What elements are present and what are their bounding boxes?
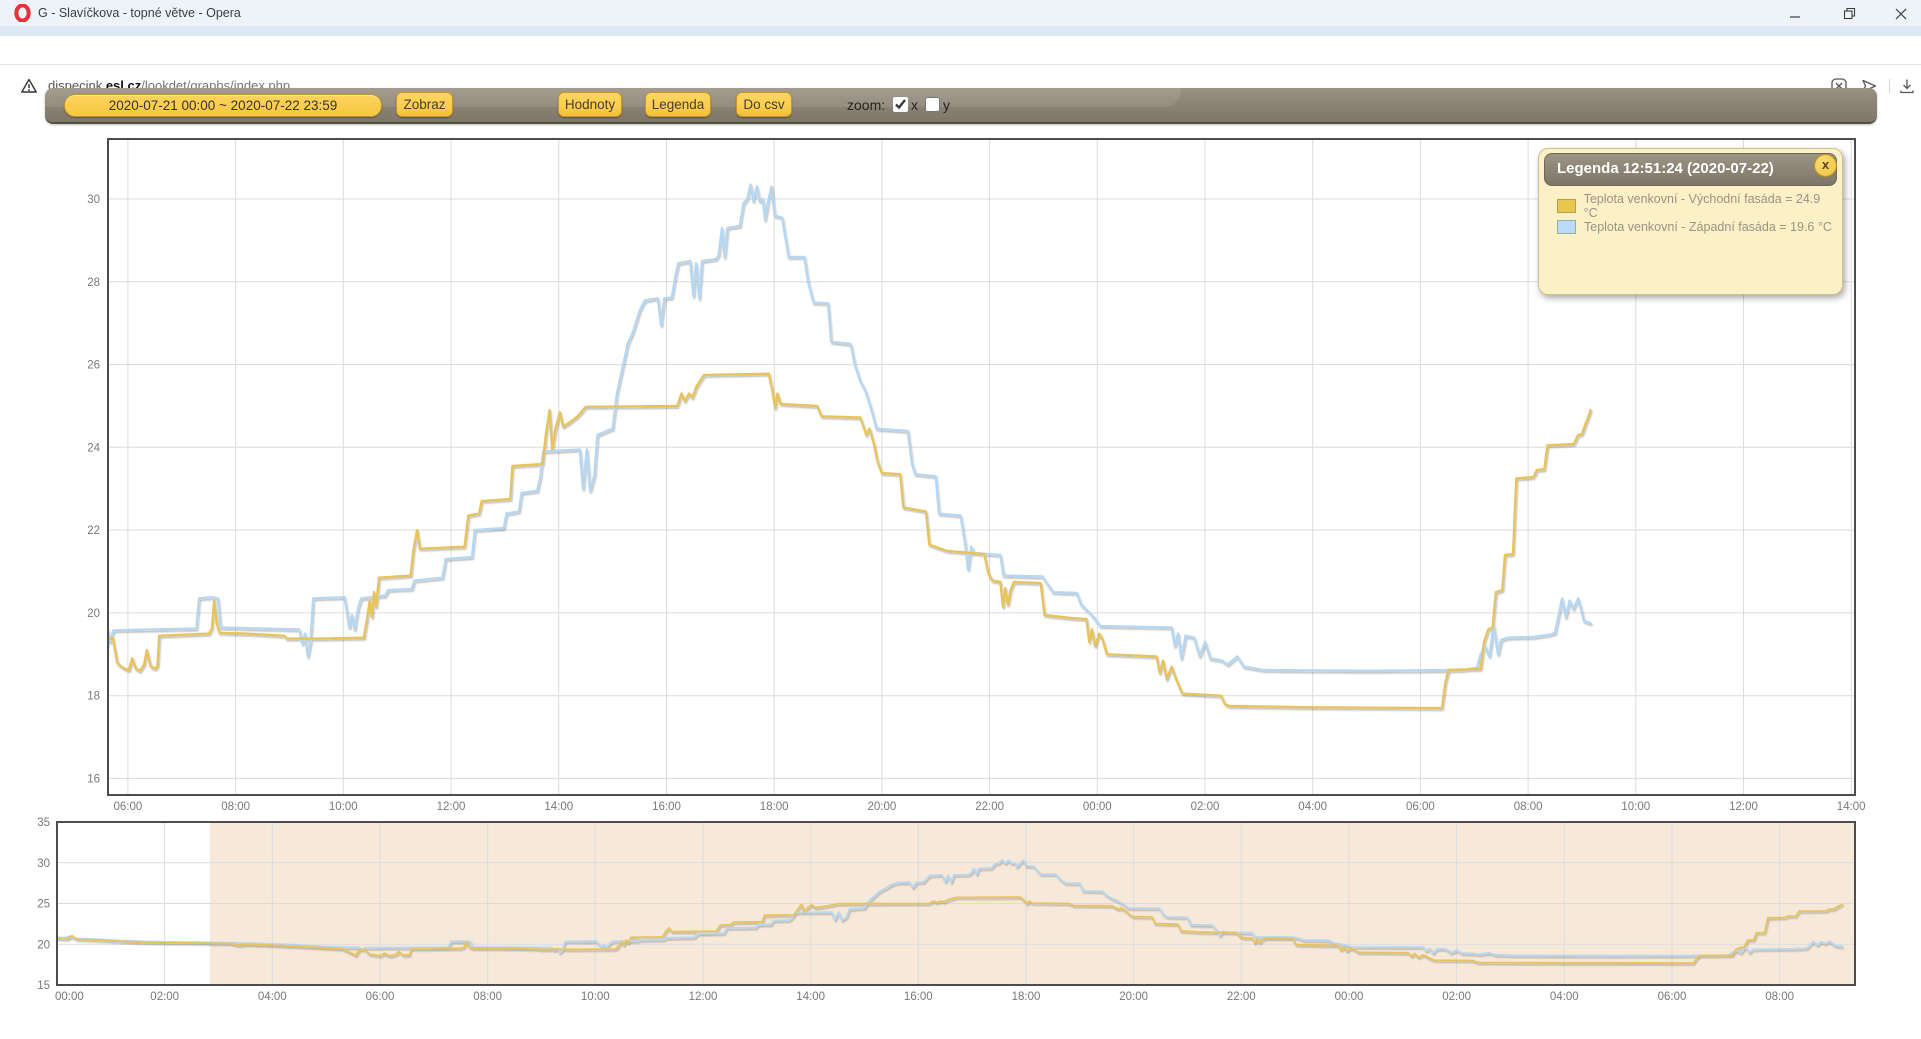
overview-chart[interactable]: 00:00 02:00 04:00 06:00 08:00 10:00 12:00 14:00… bbox=[37, 817, 1855, 1003]
opera-browser-window: { "window": { "title": "G - Slavíčkova -… bbox=[0, 0, 1921, 1039]
main-x-tick-label: 10:00 bbox=[1621, 801, 1650, 813]
overview-x-tick-label: 02:00 bbox=[1442, 991, 1471, 1003]
legend-item-label: Teplota venkovní - Východní fasáda = 24.… bbox=[1584, 192, 1832, 220]
legend-item-east: Teplota venkovní - Východní fasáda = 24.… bbox=[1557, 195, 1832, 216]
legend-header[interactable]: Legenda 12:51:24 (2020-07-22) bbox=[1544, 153, 1837, 186]
legend-close-button[interactable]: x bbox=[1814, 154, 1837, 177]
overview-x-tick-label: 04:00 bbox=[1550, 991, 1579, 1003]
legend-panel: Legenda 12:51:24 (2020-07-22) x Teplota … bbox=[1538, 148, 1843, 295]
main-x-tick-label: 06:00 bbox=[114, 801, 143, 813]
main-x-tick-label: 00:00 bbox=[1083, 801, 1112, 813]
main-x-tick-label: 04:00 bbox=[1298, 801, 1327, 813]
main-x-tick-label: 08:00 bbox=[221, 801, 250, 813]
legend-item-label: Teplota venkovní - Západní fasáda = 19.6… bbox=[1584, 220, 1832, 234]
main-y-tick-label: 24 bbox=[87, 442, 100, 454]
legend-item-west: Teplota venkovní - Západní fasáda = 19.6… bbox=[1557, 216, 1832, 237]
main-x-tick-label: 14:00 bbox=[544, 801, 573, 813]
main-x-tick-label: 12:00 bbox=[1729, 801, 1758, 813]
east-series-swatch bbox=[1557, 199, 1576, 213]
main-x-tick-label: 20:00 bbox=[868, 801, 897, 813]
main-x-tick-label: 10:00 bbox=[329, 801, 358, 813]
main-x-tick-label: 14:00 bbox=[1837, 801, 1866, 813]
main-x-tick-label: 16:00 bbox=[652, 801, 681, 813]
main-x-tick-label: 06:00 bbox=[1406, 801, 1435, 813]
main-x-tick-label: 22:00 bbox=[975, 801, 1004, 813]
overview-x-tick-label: 10:00 bbox=[581, 991, 610, 1003]
main-y-tick-label: 22 bbox=[87, 525, 100, 537]
overview-y-tick-label: 20 bbox=[37, 939, 50, 951]
overview-x-tick-label: 14:00 bbox=[796, 991, 825, 1003]
overview-y-tick-label: 15 bbox=[37, 980, 50, 992]
overview-x-tick-label: 20:00 bbox=[1119, 991, 1148, 1003]
overview-y-tick-label: 25 bbox=[37, 899, 50, 911]
overview-y-tick-label: 30 bbox=[37, 858, 50, 870]
main-x-tick-label: 18:00 bbox=[760, 801, 789, 813]
overview-x-tick-label: 16:00 bbox=[904, 991, 933, 1003]
main-x-tick-label: 12:00 bbox=[437, 801, 466, 813]
main-y-tick-label: 26 bbox=[87, 360, 100, 372]
overview-x-tick-label: 08:00 bbox=[473, 991, 502, 1003]
overview-x-tick-label: 06:00 bbox=[1658, 991, 1687, 1003]
overview-x-tick-label: 18:00 bbox=[1012, 991, 1041, 1003]
main-x-tick-label: 02:00 bbox=[1191, 801, 1220, 813]
main-x-tick-label: 08:00 bbox=[1514, 801, 1543, 813]
overview-x-tick-label: 00:00 bbox=[1335, 991, 1364, 1003]
overview-x-tick-label: 02:00 bbox=[150, 991, 179, 1003]
main-y-tick-label: 28 bbox=[87, 277, 100, 289]
overview-x-tick-label: 06:00 bbox=[366, 991, 395, 1003]
main-y-tick-label: 18 bbox=[87, 691, 100, 703]
west-series-swatch bbox=[1557, 220, 1576, 234]
overview-y-tick-label: 35 bbox=[37, 817, 50, 829]
overview-x-tick-label: 00:00 bbox=[55, 991, 84, 1003]
overview-x-tick-label: 08:00 bbox=[1765, 991, 1794, 1003]
overview-x-tick-label: 12:00 bbox=[689, 991, 718, 1003]
overview-x-tick-label: 22:00 bbox=[1227, 991, 1256, 1003]
main-y-tick-label: 20 bbox=[87, 608, 100, 620]
overview-x-tick-label: 04:00 bbox=[258, 991, 287, 1003]
main-y-tick-label: 16 bbox=[87, 773, 100, 785]
main-y-tick-label: 30 bbox=[87, 194, 100, 206]
